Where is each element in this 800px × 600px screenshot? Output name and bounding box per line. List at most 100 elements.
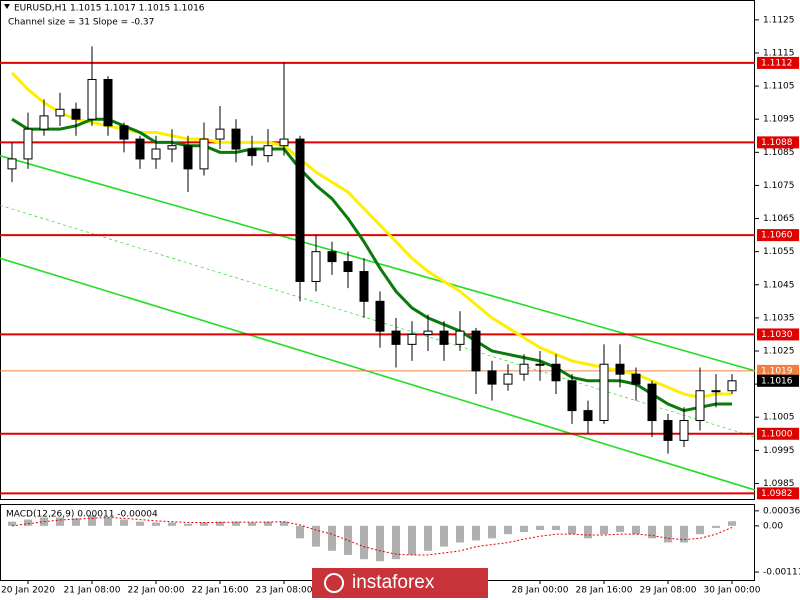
- macd-bar: [184, 523, 192, 526]
- macd-bar: [488, 525, 496, 539]
- level-box: [757, 229, 799, 242]
- y-tick-label: 1.1055: [763, 247, 795, 257]
- y-tick-label: 1.1065: [763, 214, 795, 224]
- moving-average: [11, 117, 732, 413]
- candle-body: [7, 158, 17, 170]
- candle-body: [423, 330, 433, 335]
- candle-body: [535, 363, 545, 366]
- candle-body: [39, 115, 49, 130]
- macd-bar: [568, 525, 576, 535]
- macd-bar: [104, 517, 112, 526]
- level-label: 1.1019: [761, 366, 793, 376]
- candle-body: [583, 410, 593, 422]
- macd-bar: [472, 525, 480, 541]
- x-tick-label: 22 Jan 16:00: [192, 586, 249, 596]
- macd-bar: [712, 525, 720, 528]
- candle-body: [295, 138, 305, 282]
- x-tick-label: 28 Jan 00:00: [512, 586, 569, 596]
- candle-body: [151, 148, 161, 160]
- logo-box: [312, 568, 488, 598]
- candle-body: [343, 261, 353, 273]
- last-price-label: 1.1016: [761, 376, 793, 386]
- candle-body: [183, 145, 193, 170]
- candle-body: [567, 380, 577, 412]
- macd-bar: [648, 525, 656, 539]
- candle-body: [615, 363, 625, 375]
- level-label: 1.1030: [761, 330, 793, 340]
- macd-bar: [344, 525, 352, 555]
- y-tick-label: 1.1045: [763, 280, 795, 290]
- moving-average: [10, 71, 732, 399]
- candle-body: [551, 363, 561, 382]
- candle-body: [407, 333, 417, 345]
- candle-body: [23, 128, 33, 160]
- level-label: 1.1088: [761, 138, 793, 148]
- macd-bar: [600, 525, 608, 535]
- macd-bar: [376, 525, 384, 562]
- macd-bar: [232, 521, 240, 526]
- candle-body: [71, 108, 81, 120]
- candle-body: [119, 125, 129, 140]
- candle-body: [679, 420, 689, 441]
- macd-bar: [328, 525, 336, 551]
- candle-body: [359, 271, 369, 302]
- candle-body: [167, 145, 177, 150]
- plot: 1.1125 1.1115 1.1105 1.1095 1.1085 1.1075 1.10…: [0, 15, 800, 596]
- level-box: [757, 364, 799, 377]
- candle-body: [631, 373, 641, 385]
- macd-bar: [88, 515, 96, 526]
- candle-body: [135, 138, 145, 160]
- macd-bar: [552, 525, 560, 530]
- candle-body: [599, 363, 609, 422]
- macd-bar: [264, 521, 272, 526]
- candle-body: [471, 330, 481, 372]
- macd-bar: [616, 525, 624, 533]
- candle-body: [199, 138, 209, 170]
- macd-bar: [456, 525, 464, 543]
- candle-body: [503, 373, 513, 385]
- macd-bar: [56, 517, 64, 526]
- macd-bar: [504, 525, 512, 535]
- macd-bar: [280, 521, 288, 526]
- level-label: 1.1112: [761, 58, 793, 68]
- y-tick-label: 1.1125: [763, 15, 795, 25]
- candle-body: [247, 148, 257, 157]
- x-tick-label: 20 Jan 2020: [1, 586, 55, 596]
- macd-bar: [72, 518, 80, 526]
- macd-bar: [392, 525, 400, 560]
- y-tick-label: 1.1095: [763, 115, 795, 125]
- level-box: [757, 136, 799, 149]
- x-tick-label: 30 Jan 00:00: [704, 586, 761, 596]
- macd-bar: [216, 521, 224, 526]
- channel-line: [0, 257, 756, 491]
- x-tick-label: 29 Jan 08:00: [640, 586, 697, 596]
- macd-bar: [296, 525, 304, 539]
- macd-bar: [248, 522, 256, 526]
- candle-body: [519, 363, 529, 375]
- candle-body: [439, 330, 449, 345]
- x-tick-label: 28 Jan 16:00: [576, 586, 633, 596]
- chart-subtitle: Channel size = 31 Slope = -0.37: [8, 18, 154, 28]
- chart-title: EURUSD,H1 1.1015 1.1017 1.1015 1.1016: [14, 4, 205, 14]
- y-tick-label: 1.1025: [763, 346, 795, 356]
- macd-bar: [664, 525, 672, 543]
- candle-body: [663, 420, 673, 441]
- candle-body: [375, 300, 385, 332]
- macd-bar: [424, 525, 432, 551]
- level-box: [757, 56, 799, 69]
- y-tick-label: 1.1115: [763, 48, 795, 58]
- y-tick-label: 1.1075: [763, 181, 795, 191]
- candle-body: [279, 138, 289, 147]
- x-tick-label: 23 Jan 08:00: [256, 586, 313, 596]
- macd-bar: [584, 525, 592, 539]
- watermark: instaforex: [352, 572, 435, 593]
- candle-body: [327, 251, 337, 263]
- macd-bar: [136, 521, 144, 526]
- candle-body: [647, 383, 657, 422]
- candle-body: [391, 330, 401, 345]
- collapse-icon[interactable]: [4, 4, 10, 9]
- macd-bar: [680, 525, 688, 543]
- level-box: [757, 328, 799, 341]
- level-box: [757, 427, 799, 440]
